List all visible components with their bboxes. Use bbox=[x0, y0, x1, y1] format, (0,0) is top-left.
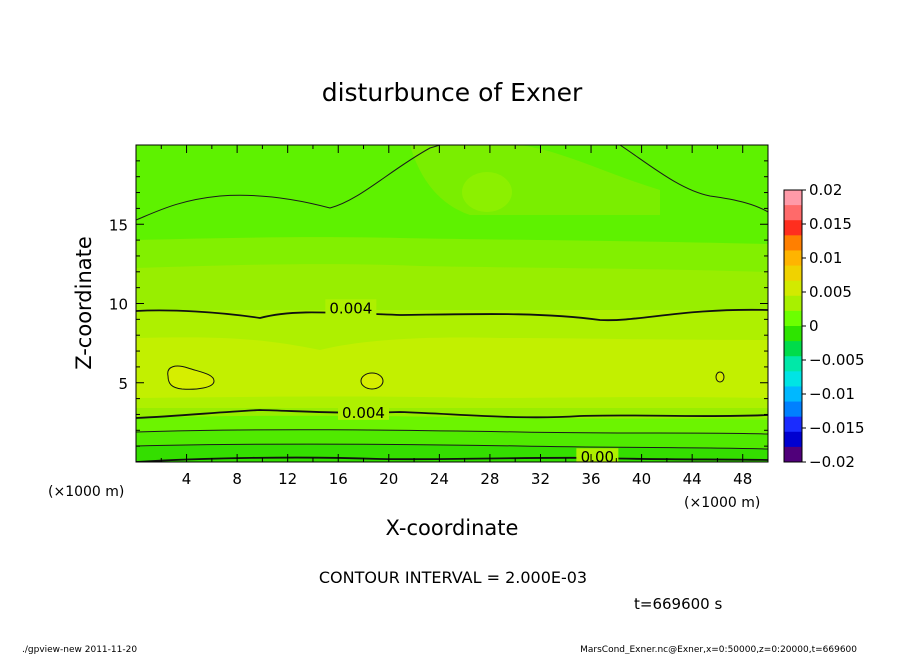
colorbar-swatch bbox=[784, 326, 802, 342]
y-tick-label: 10 bbox=[109, 296, 128, 314]
colorbar-swatch bbox=[784, 250, 802, 267]
chart-title: disturbunce of Exner bbox=[322, 78, 583, 107]
colorbar-label: −0.005 bbox=[809, 351, 865, 369]
colorbar-swatch bbox=[784, 431, 802, 448]
x-unit-right: (×1000 m) bbox=[684, 495, 760, 511]
contour-line-low-1 bbox=[136, 429, 768, 435]
contour-field: 0.004 0.004 0.00 bbox=[136, 145, 768, 466]
colorbar-swatch bbox=[784, 220, 802, 236]
y-axis-ticks: 5 10 15 bbox=[109, 160, 768, 447]
contour-line-0.00 bbox=[136, 456, 768, 462]
y-axis-label: Z-coordinate bbox=[72, 236, 96, 370]
contour-line-low-2 bbox=[136, 443, 768, 450]
footer-left: ./gpview-new 2011-11-20 bbox=[22, 645, 137, 654]
x-tick-label: 32 bbox=[531, 470, 550, 488]
colorbar-swatch bbox=[784, 446, 802, 463]
contour-label-bg bbox=[576, 448, 619, 462]
contour-line-upper-right bbox=[619, 145, 768, 213]
colorbar-swatch bbox=[784, 371, 802, 387]
time-label: t=669600 s bbox=[634, 595, 722, 613]
y-tick-label: 5 bbox=[118, 375, 128, 393]
colorbar-tick-labels: 0.02 0.015 0.01 0.005 0 −0.005 −0.01 −0.015 −0.0… bbox=[802, 181, 865, 471]
colorbar-swatch bbox=[784, 280, 802, 297]
x-tick-label: 48 bbox=[733, 470, 752, 488]
colorbar-swatch bbox=[784, 416, 802, 433]
contour-max-1 bbox=[167, 365, 215, 390]
x-tick-label: 12 bbox=[278, 470, 297, 488]
colorbar-swatch bbox=[784, 386, 802, 403]
x-tick-label: 20 bbox=[379, 470, 398, 488]
colorbar-label: 0.02 bbox=[809, 181, 842, 199]
colorbar-label: 0.01 bbox=[809, 249, 842, 267]
colorbar bbox=[783, 189, 803, 463]
field-band-peak bbox=[462, 172, 512, 212]
colorbar-swatch bbox=[784, 401, 802, 418]
colorbar-label: −0.02 bbox=[809, 453, 855, 471]
contour-line-0.004-upper bbox=[136, 308, 768, 322]
colorbar-label: −0.01 bbox=[809, 385, 855, 403]
contour-labels: 0.004 0.004 0.00 bbox=[325, 299, 619, 466]
field-band-4 bbox=[136, 337, 768, 398]
y-tick-label: 15 bbox=[109, 216, 128, 234]
colorbar-swatch bbox=[784, 356, 802, 372]
x-tick-label: 44 bbox=[683, 470, 702, 488]
colorbar-swatch bbox=[784, 341, 802, 357]
contour-max-3 bbox=[715, 371, 725, 383]
x-axis-label: X-coordinate bbox=[386, 516, 519, 540]
footer-right: MarsCond_Exner.nc@Exner,x=0:50000,z=0:20… bbox=[580, 645, 857, 654]
x-axis-ticks: 4 8 12 16 20 24 28 32 36 40 44 48 bbox=[160, 145, 752, 488]
x-tick-label: 36 bbox=[581, 470, 600, 488]
colorbar-swatch bbox=[784, 265, 802, 282]
x-tick-label: 8 bbox=[232, 470, 242, 488]
colorbar-label: 0.005 bbox=[809, 283, 852, 301]
contour-label: 0.004 bbox=[329, 299, 372, 317]
contour-label: 0.00 bbox=[581, 448, 614, 466]
x-tick-label: 40 bbox=[632, 470, 651, 488]
contour-line-upper-left bbox=[136, 145, 441, 221]
colorbar-swatch bbox=[784, 310, 802, 327]
colorbar-swatch bbox=[784, 205, 802, 221]
contour-label: 0.004 bbox=[342, 404, 385, 422]
x-tick-label: 4 bbox=[182, 470, 192, 488]
colorbar-label: 0.015 bbox=[809, 215, 852, 233]
colorbar-swatch bbox=[784, 295, 802, 312]
colorbar-swatch bbox=[784, 190, 802, 206]
colorbar-label: −0.015 bbox=[809, 419, 865, 437]
x-tick-label: 24 bbox=[430, 470, 449, 488]
contour-label-bg bbox=[325, 299, 377, 316]
colorbar-swatch bbox=[784, 235, 802, 251]
x-tick-label: 16 bbox=[329, 470, 348, 488]
contour-interval-text: CONTOUR INTERVAL = 2.000E-03 bbox=[319, 568, 587, 587]
contour-label-bg bbox=[338, 403, 390, 420]
x-tick-label: 28 bbox=[480, 470, 499, 488]
x-unit-left: (×1000 m) bbox=[48, 484, 124, 500]
colorbar-label: 0 bbox=[809, 317, 819, 335]
contour-line-0.004-lower bbox=[136, 409, 768, 419]
contour-max-2 bbox=[360, 372, 384, 390]
